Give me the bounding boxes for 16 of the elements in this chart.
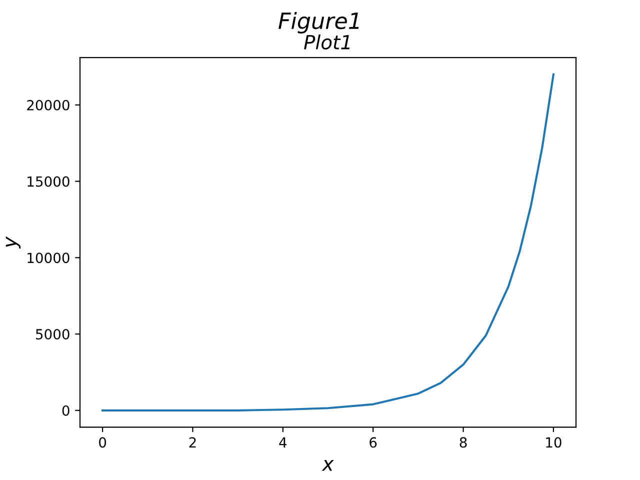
- y-tick-label: 0: [62, 405, 70, 416]
- x-tick-label: 10: [546, 437, 562, 448]
- chart-title: Figure1: [278, 12, 359, 34]
- x-tick-label: 8: [460, 437, 467, 448]
- y-tick-label: 5000: [36, 329, 70, 340]
- x-tick-label: 6: [370, 437, 377, 448]
- chart-subtitle: Plot1: [304, 34, 350, 50]
- y-tick-label: 20000: [27, 100, 70, 110]
- x-tick-label: 4: [279, 437, 287, 448]
- y-axis-title: y: [6, 236, 21, 249]
- y-tick-label: 10000: [28, 252, 70, 264]
- line-series: [102, 73, 554, 412]
- x-tick-label: 0: [99, 437, 106, 448]
- x-axis-title: x: [322, 460, 334, 471]
- y-tick-label: 15000: [28, 176, 70, 187]
- x-tick-label: 2: [189, 437, 196, 448]
